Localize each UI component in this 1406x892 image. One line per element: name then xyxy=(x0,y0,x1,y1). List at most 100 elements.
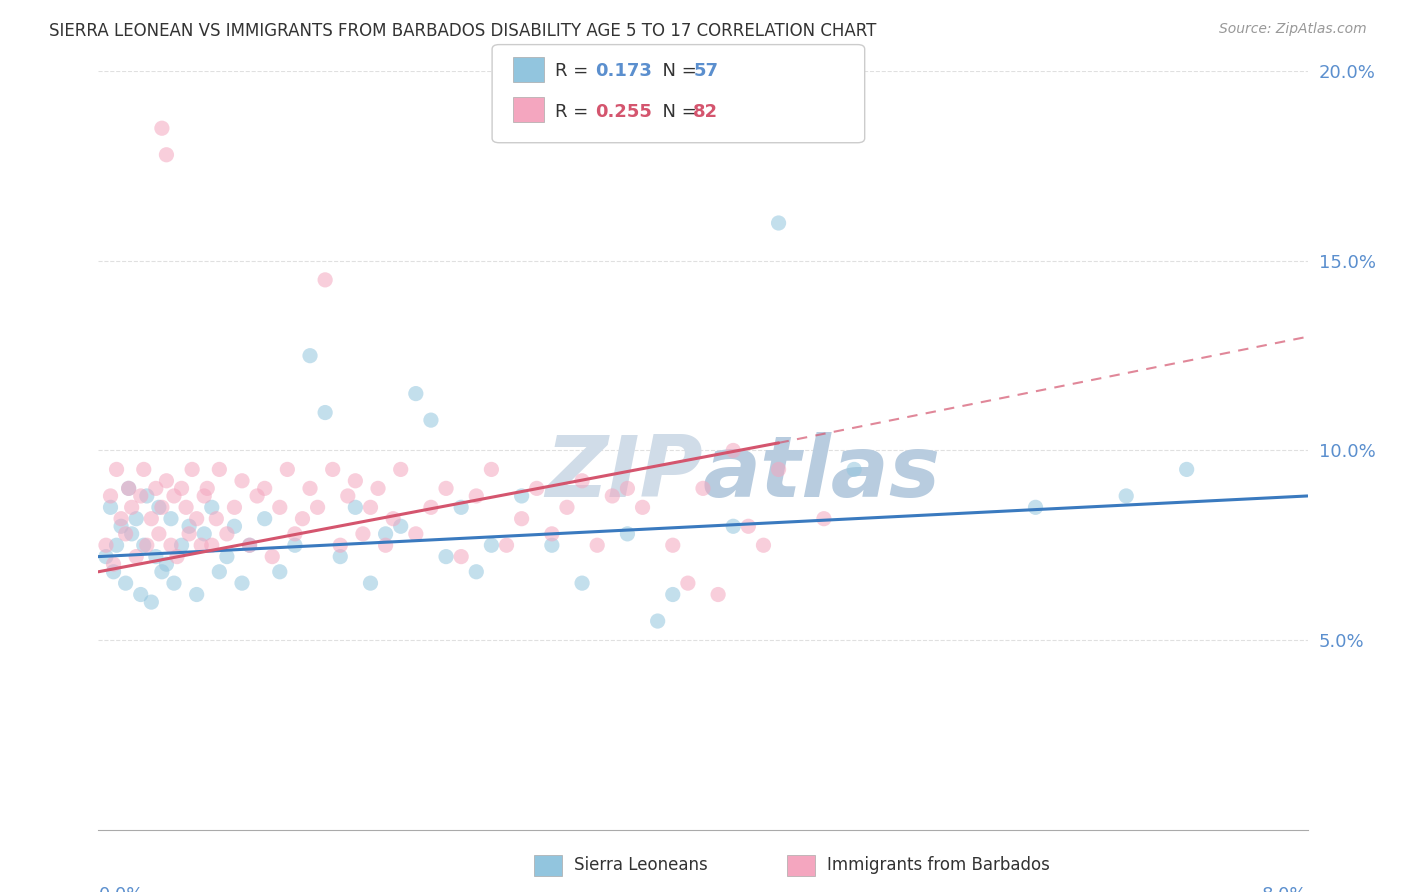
Point xyxy=(434,549,457,564)
Text: 8.0%: 8.0% xyxy=(1263,887,1308,892)
Point xyxy=(510,489,533,503)
Point xyxy=(450,500,472,515)
Point xyxy=(174,500,197,515)
Point xyxy=(1115,489,1137,503)
Point xyxy=(374,526,396,541)
Point xyxy=(329,538,352,552)
Text: 0.255: 0.255 xyxy=(595,103,651,120)
Point xyxy=(510,512,533,526)
Text: R =: R = xyxy=(555,62,595,80)
Point xyxy=(201,538,224,552)
Point xyxy=(540,538,562,552)
Point xyxy=(110,512,132,526)
Point xyxy=(647,614,669,628)
Point xyxy=(195,482,218,496)
Point xyxy=(132,462,155,476)
Point xyxy=(269,565,291,579)
Point xyxy=(276,462,298,476)
Point xyxy=(239,538,262,552)
Point xyxy=(100,489,122,503)
Point xyxy=(1175,462,1198,476)
Point xyxy=(160,538,183,552)
Point xyxy=(344,474,367,488)
Text: 82: 82 xyxy=(693,103,718,120)
Point xyxy=(231,576,253,591)
Point xyxy=(540,526,562,541)
Point xyxy=(208,565,231,579)
Point xyxy=(179,519,201,533)
Point xyxy=(389,519,412,533)
Point xyxy=(179,526,201,541)
Point xyxy=(360,500,382,515)
Point xyxy=(132,538,155,552)
Point xyxy=(322,462,344,476)
Point xyxy=(571,576,593,591)
Point xyxy=(253,482,276,496)
Point xyxy=(114,526,136,541)
Point xyxy=(125,512,148,526)
Point xyxy=(224,519,246,533)
Point xyxy=(352,526,374,541)
Point xyxy=(208,462,231,476)
Text: 0.0%: 0.0% xyxy=(98,887,143,892)
Point xyxy=(114,576,136,591)
Point xyxy=(661,588,683,602)
Point xyxy=(129,489,152,503)
Point xyxy=(145,482,167,496)
Text: atlas: atlas xyxy=(703,432,941,515)
Text: Sierra Leoneans: Sierra Leoneans xyxy=(574,856,707,874)
Point xyxy=(155,474,177,488)
Point xyxy=(103,557,125,572)
Point xyxy=(616,526,638,541)
Point xyxy=(661,538,683,552)
Point xyxy=(723,519,745,533)
Point xyxy=(526,482,548,496)
Text: Immigrants from Barbados: Immigrants from Barbados xyxy=(827,856,1050,874)
Point xyxy=(155,147,177,162)
Point xyxy=(676,576,699,591)
Point xyxy=(299,349,322,363)
Point xyxy=(141,512,163,526)
Point xyxy=(465,565,488,579)
Point xyxy=(405,526,427,541)
Point xyxy=(336,489,359,503)
Point xyxy=(231,474,253,488)
Point xyxy=(94,549,117,564)
Point xyxy=(723,443,745,458)
Point xyxy=(118,482,141,496)
Point xyxy=(148,500,170,515)
Point xyxy=(148,526,170,541)
Point xyxy=(284,526,307,541)
Point xyxy=(420,500,443,515)
Point xyxy=(105,462,128,476)
Point xyxy=(94,538,117,552)
Text: SIERRA LEONEAN VS IMMIGRANTS FROM BARBADOS DISABILITY AGE 5 TO 17 CORRELATION CH: SIERRA LEONEAN VS IMMIGRANTS FROM BARBAD… xyxy=(49,22,876,40)
Point xyxy=(166,549,188,564)
Point xyxy=(844,462,866,476)
Point xyxy=(344,500,367,515)
Point xyxy=(190,538,212,552)
Text: 0.173: 0.173 xyxy=(595,62,651,80)
Point xyxy=(193,526,215,541)
Point xyxy=(768,462,790,476)
Point xyxy=(602,489,624,503)
Point xyxy=(239,538,262,552)
Point xyxy=(215,526,238,541)
Point xyxy=(374,538,396,552)
Point xyxy=(129,588,152,602)
Point xyxy=(201,500,224,515)
Point xyxy=(450,549,472,564)
Point xyxy=(118,482,141,496)
Text: ZIP: ZIP xyxy=(546,432,703,515)
Point xyxy=(141,595,163,609)
Point xyxy=(181,462,204,476)
Point xyxy=(160,512,183,526)
Point xyxy=(314,273,336,287)
Point xyxy=(571,474,593,488)
Point xyxy=(145,549,167,564)
Point xyxy=(481,462,503,476)
Point xyxy=(752,538,775,552)
Point xyxy=(163,576,186,591)
Point xyxy=(170,482,193,496)
Point xyxy=(186,588,208,602)
